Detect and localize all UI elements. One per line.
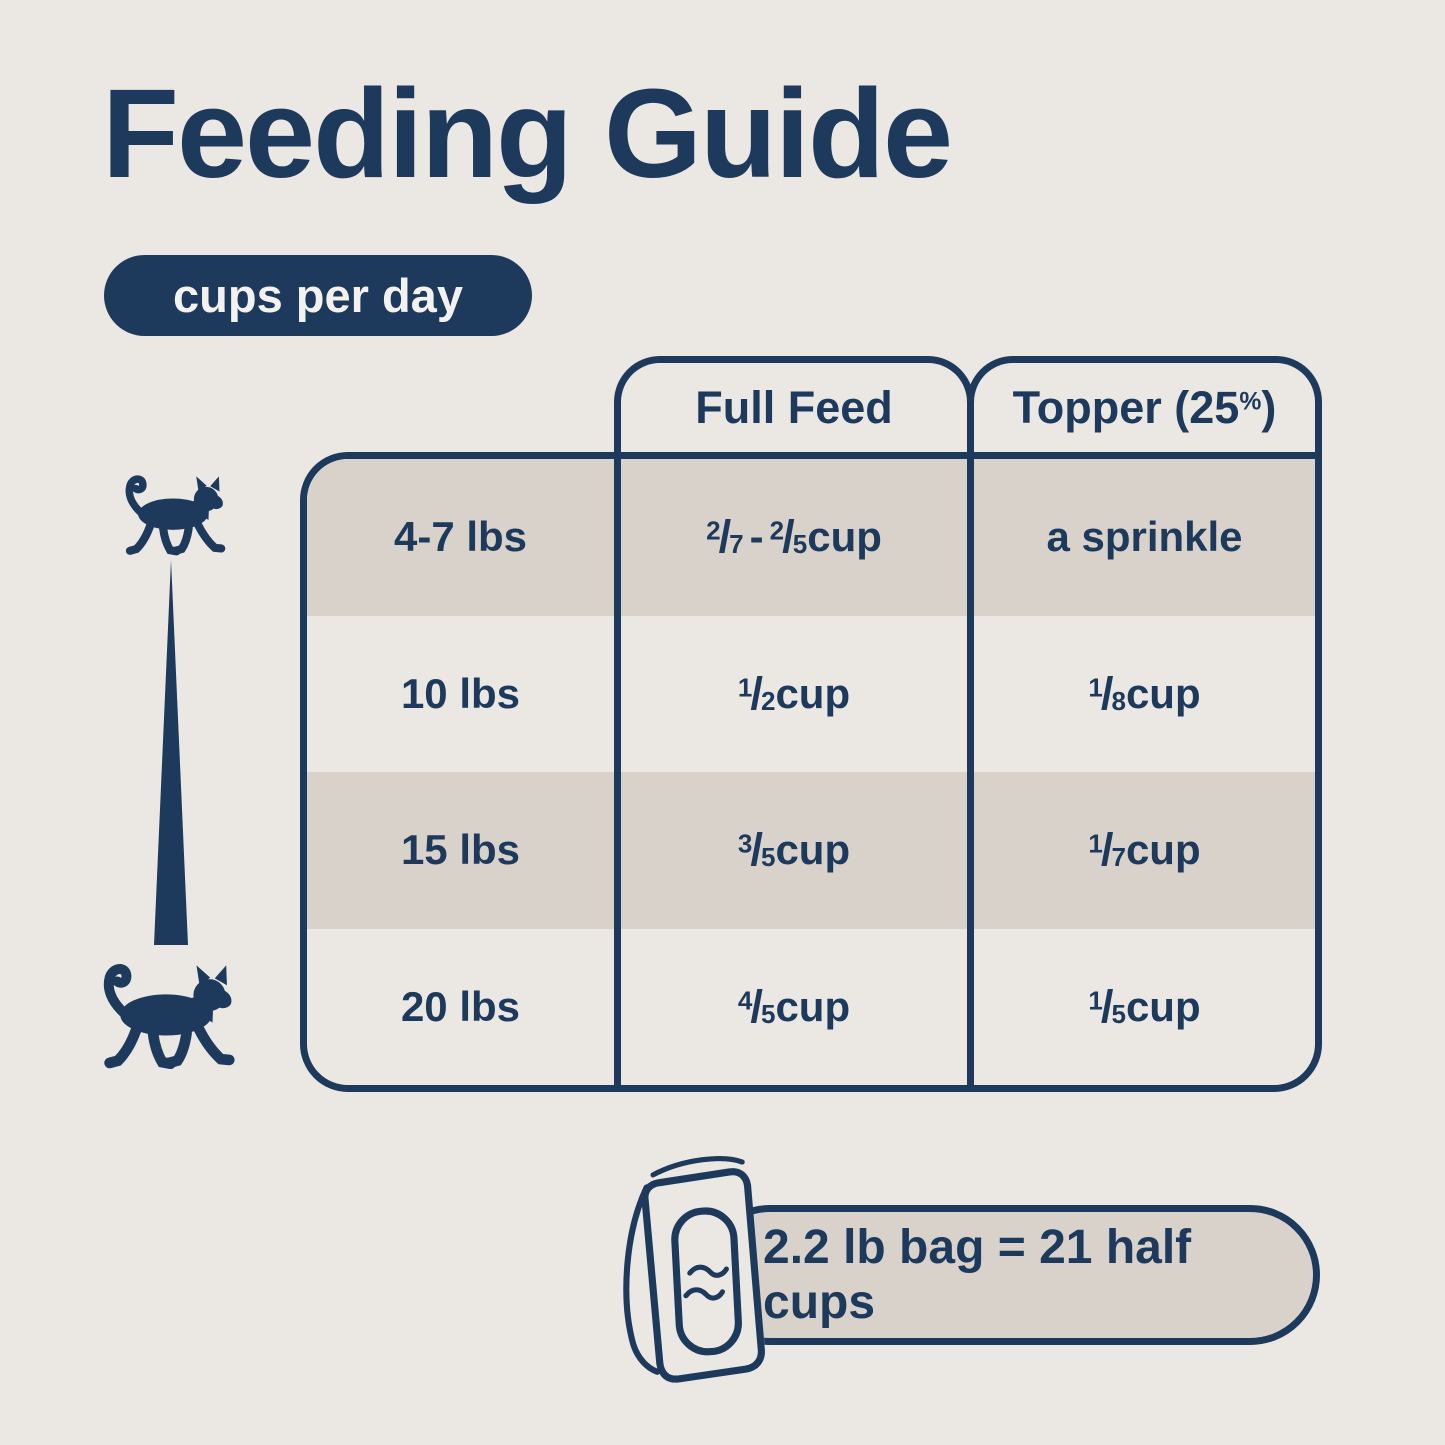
weight-cell: 20 lbs [400,982,521,1030]
weight-cell: 15 lbs [400,826,521,874]
table-row: 15 lbs 3/5 cup 1/7 cup [307,772,1315,929]
cups-per-day-badge: cups per day [104,255,532,336]
fraction: 3/5 [737,824,776,876]
fraction: 4/5 [737,980,776,1032]
fraction: 1/5 [1088,980,1126,1032]
size-scale-wedge-icon [154,560,188,945]
weight-cell: 10 lbs [400,669,521,717]
bag-yield-note: 2.2 lb bag = 21 half cups [763,1221,1192,1329]
page-title: Feeding Guide [102,63,953,204]
fraction: 2/7 [706,511,744,563]
fraction: 1/7 [1088,824,1126,876]
fraction: 2/5 [769,511,808,563]
column-header-topper: Topper (25%) [967,356,1322,452]
topper-cell: 1/7 cup [967,772,1315,929]
small-cat-icon [112,470,234,563]
topper-cell: 1/5 cup [967,928,1315,1085]
feeding-table: 4-7 lbs 2/7-2/5 cup a sprinkle 10 lbs 1/2 cu… [300,452,1322,1092]
topper-label: Topper (25%) [1012,381,1277,433]
full-feed-cell: 1/2 cup [614,615,967,772]
full-feed-cell: 3/5 cup [614,772,967,929]
bag-yield-pill: 2.2 lb bag = 21 half cups [700,1205,1320,1345]
food-bag-icon [613,1156,766,1383]
table-row: 4-7 lbs 2/7-2/5 cup a sprinkle [307,459,1315,616]
topper-cell: a sprinkle [967,459,1315,616]
large-cat-icon [86,957,246,1079]
fraction: 1/2 [737,667,776,719]
column-header-full-feed: Full Feed [614,356,974,452]
table-row: 20 lbs 4/5 cup 1/5 cup [307,928,1315,1085]
cups-per-day-label: cups per day [173,269,463,322]
full-feed-cell: 4/5 cup [614,928,967,1085]
table-row: 10 lbs 1/2 cup 1/8 cup [307,615,1315,772]
topper-cell: 1/8 cup [967,615,1315,772]
full-feed-cell: 2/7-2/5 cup [614,459,967,616]
fraction: 1/8 [1088,667,1126,719]
weight-cell: 4-7 lbs [393,513,528,561]
full-feed-label: Full Feed [695,381,893,433]
